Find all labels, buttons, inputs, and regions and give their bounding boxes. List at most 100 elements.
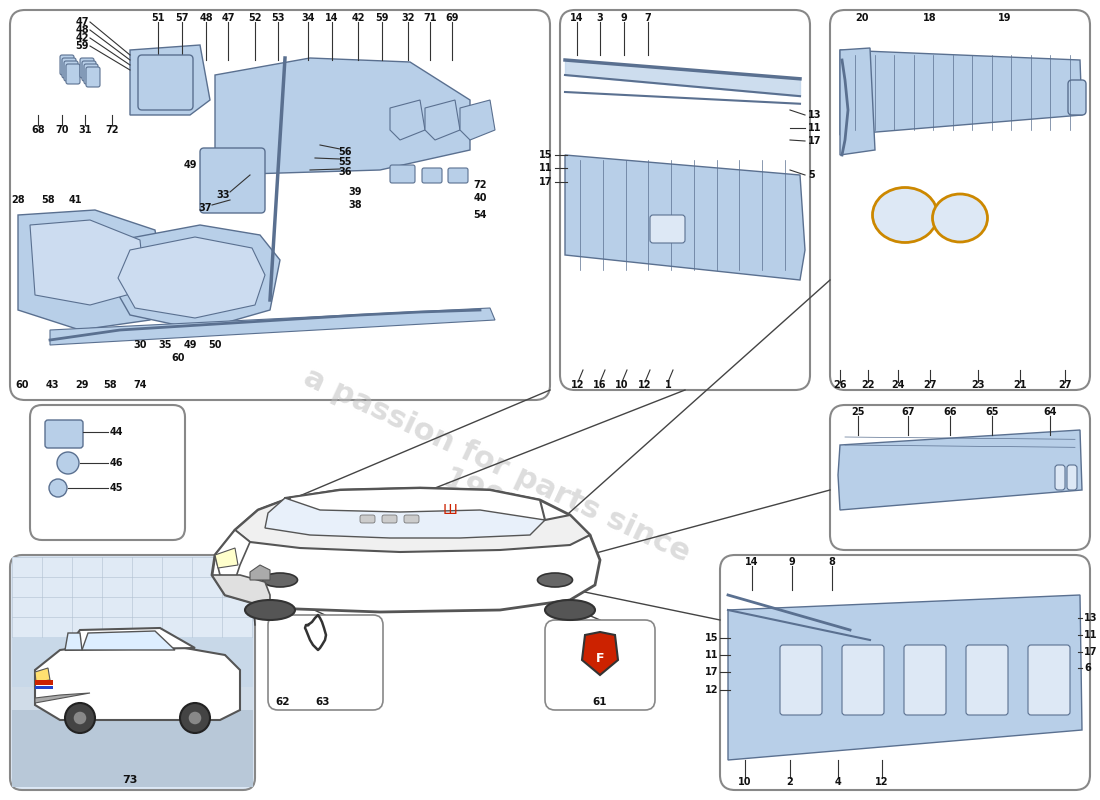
Polygon shape xyxy=(235,498,590,552)
Text: 64: 64 xyxy=(1043,407,1057,417)
Polygon shape xyxy=(565,155,805,280)
FancyBboxPatch shape xyxy=(62,58,76,78)
FancyBboxPatch shape xyxy=(10,555,255,790)
Polygon shape xyxy=(838,430,1082,510)
FancyBboxPatch shape xyxy=(360,515,375,523)
Text: 42: 42 xyxy=(75,33,89,43)
FancyBboxPatch shape xyxy=(86,67,100,87)
FancyBboxPatch shape xyxy=(1055,465,1065,490)
Text: 45: 45 xyxy=(110,483,123,493)
FancyBboxPatch shape xyxy=(544,620,654,710)
Text: 2: 2 xyxy=(786,777,793,787)
Ellipse shape xyxy=(933,194,988,242)
Text: 65: 65 xyxy=(986,407,999,417)
Text: 60: 60 xyxy=(15,380,29,390)
Polygon shape xyxy=(250,565,270,580)
Text: 72: 72 xyxy=(106,125,119,135)
Polygon shape xyxy=(130,45,210,115)
Text: 5: 5 xyxy=(808,170,815,180)
Text: a passion for parts since
1995: a passion for parts since 1995 xyxy=(285,362,695,598)
Text: 47: 47 xyxy=(221,13,234,23)
Text: 70: 70 xyxy=(55,125,68,135)
Text: 15: 15 xyxy=(704,633,718,643)
Text: 69: 69 xyxy=(446,13,459,23)
Text: 55: 55 xyxy=(339,157,352,167)
Text: 63: 63 xyxy=(316,697,330,707)
Circle shape xyxy=(65,703,95,733)
Text: 41: 41 xyxy=(68,195,81,205)
Text: 12: 12 xyxy=(704,685,718,695)
Text: 47: 47 xyxy=(75,17,89,27)
Polygon shape xyxy=(214,530,250,580)
Text: 57: 57 xyxy=(175,13,189,23)
Text: 40: 40 xyxy=(473,193,486,203)
Circle shape xyxy=(180,703,210,733)
Text: 37: 37 xyxy=(198,203,211,213)
Text: 42: 42 xyxy=(351,13,365,23)
FancyBboxPatch shape xyxy=(82,61,96,81)
Text: 36: 36 xyxy=(339,167,352,177)
FancyBboxPatch shape xyxy=(650,215,685,243)
Circle shape xyxy=(57,452,79,474)
Text: 28: 28 xyxy=(11,195,25,205)
Text: 39: 39 xyxy=(349,187,362,197)
Text: 43: 43 xyxy=(45,380,58,390)
Text: 50: 50 xyxy=(208,340,222,350)
Text: 12: 12 xyxy=(876,777,889,787)
Polygon shape xyxy=(65,633,82,650)
Text: 32: 32 xyxy=(402,13,415,23)
Text: 71: 71 xyxy=(424,13,437,23)
Polygon shape xyxy=(110,225,280,330)
Text: 31: 31 xyxy=(78,125,91,135)
Text: 6: 6 xyxy=(1084,663,1091,673)
Bar xyxy=(35,680,53,685)
Text: 21: 21 xyxy=(1013,380,1026,390)
Text: 54: 54 xyxy=(473,210,486,220)
Text: 22: 22 xyxy=(861,380,875,390)
FancyBboxPatch shape xyxy=(1068,80,1086,115)
FancyBboxPatch shape xyxy=(80,58,94,78)
FancyBboxPatch shape xyxy=(1028,645,1070,715)
Text: 38: 38 xyxy=(349,200,362,210)
Text: 11: 11 xyxy=(1084,630,1098,640)
FancyBboxPatch shape xyxy=(10,10,550,400)
Text: 46: 46 xyxy=(110,458,123,468)
Polygon shape xyxy=(65,628,195,650)
Polygon shape xyxy=(425,100,460,140)
Text: 14: 14 xyxy=(746,557,759,567)
Text: 13: 13 xyxy=(1084,613,1098,623)
Text: 8: 8 xyxy=(828,557,835,567)
FancyBboxPatch shape xyxy=(904,645,946,715)
FancyBboxPatch shape xyxy=(448,168,468,183)
Text: 67: 67 xyxy=(901,407,915,417)
Text: 34: 34 xyxy=(301,13,315,23)
Ellipse shape xyxy=(544,600,595,620)
Ellipse shape xyxy=(263,573,297,587)
Polygon shape xyxy=(212,575,270,608)
Text: 44: 44 xyxy=(110,427,123,437)
Polygon shape xyxy=(212,488,600,612)
Text: 24: 24 xyxy=(891,380,904,390)
Text: 51: 51 xyxy=(152,13,165,23)
FancyBboxPatch shape xyxy=(45,420,82,448)
Text: 12: 12 xyxy=(638,380,651,390)
Text: 9: 9 xyxy=(620,13,627,23)
Text: Ш: Ш xyxy=(442,503,458,517)
Text: 15: 15 xyxy=(539,150,552,160)
Polygon shape xyxy=(214,58,470,175)
Text: 17: 17 xyxy=(808,136,822,146)
FancyBboxPatch shape xyxy=(404,515,419,523)
FancyBboxPatch shape xyxy=(830,10,1090,390)
Text: 74: 74 xyxy=(133,380,146,390)
FancyBboxPatch shape xyxy=(84,64,98,84)
Text: 1: 1 xyxy=(664,380,671,390)
Text: 59: 59 xyxy=(375,13,388,23)
Polygon shape xyxy=(118,237,265,318)
Text: 18: 18 xyxy=(923,13,937,23)
Text: 35: 35 xyxy=(158,340,172,350)
Polygon shape xyxy=(82,631,175,650)
FancyBboxPatch shape xyxy=(422,168,442,183)
Text: 7: 7 xyxy=(645,13,651,23)
Circle shape xyxy=(73,711,87,725)
Bar xyxy=(12,687,253,787)
